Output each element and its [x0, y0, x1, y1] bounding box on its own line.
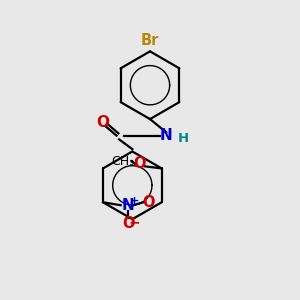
Text: CH₃: CH₃	[111, 154, 134, 167]
Text: O: O	[96, 115, 110, 130]
Text: N: N	[160, 128, 172, 143]
Text: +: +	[130, 196, 139, 206]
Text: N: N	[122, 198, 134, 213]
Text: H: H	[177, 132, 188, 145]
Text: −: −	[129, 215, 140, 229]
Text: O: O	[122, 216, 134, 231]
Text: Br: Br	[141, 33, 159, 48]
Text: O: O	[142, 195, 155, 210]
Text: O: O	[133, 157, 146, 172]
